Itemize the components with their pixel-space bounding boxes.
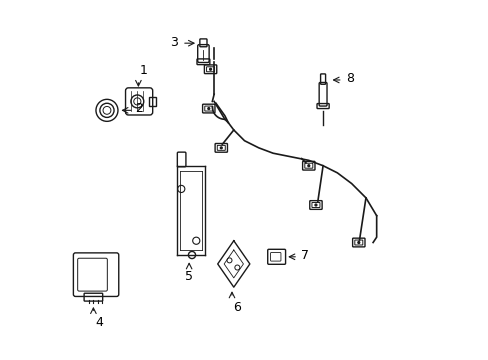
Circle shape xyxy=(207,108,209,109)
Circle shape xyxy=(209,68,211,70)
Circle shape xyxy=(220,147,222,149)
Text: 5: 5 xyxy=(185,270,193,283)
Text: 7: 7 xyxy=(300,248,308,261)
Text: 2: 2 xyxy=(135,102,143,115)
Text: 6: 6 xyxy=(232,301,240,314)
Text: 8: 8 xyxy=(346,72,354,85)
Circle shape xyxy=(357,242,359,243)
Text: 3: 3 xyxy=(170,36,178,49)
Text: 1: 1 xyxy=(139,64,147,77)
Circle shape xyxy=(307,165,309,167)
Circle shape xyxy=(314,204,316,206)
Bar xyxy=(149,97,155,106)
Text: 4: 4 xyxy=(95,316,103,329)
